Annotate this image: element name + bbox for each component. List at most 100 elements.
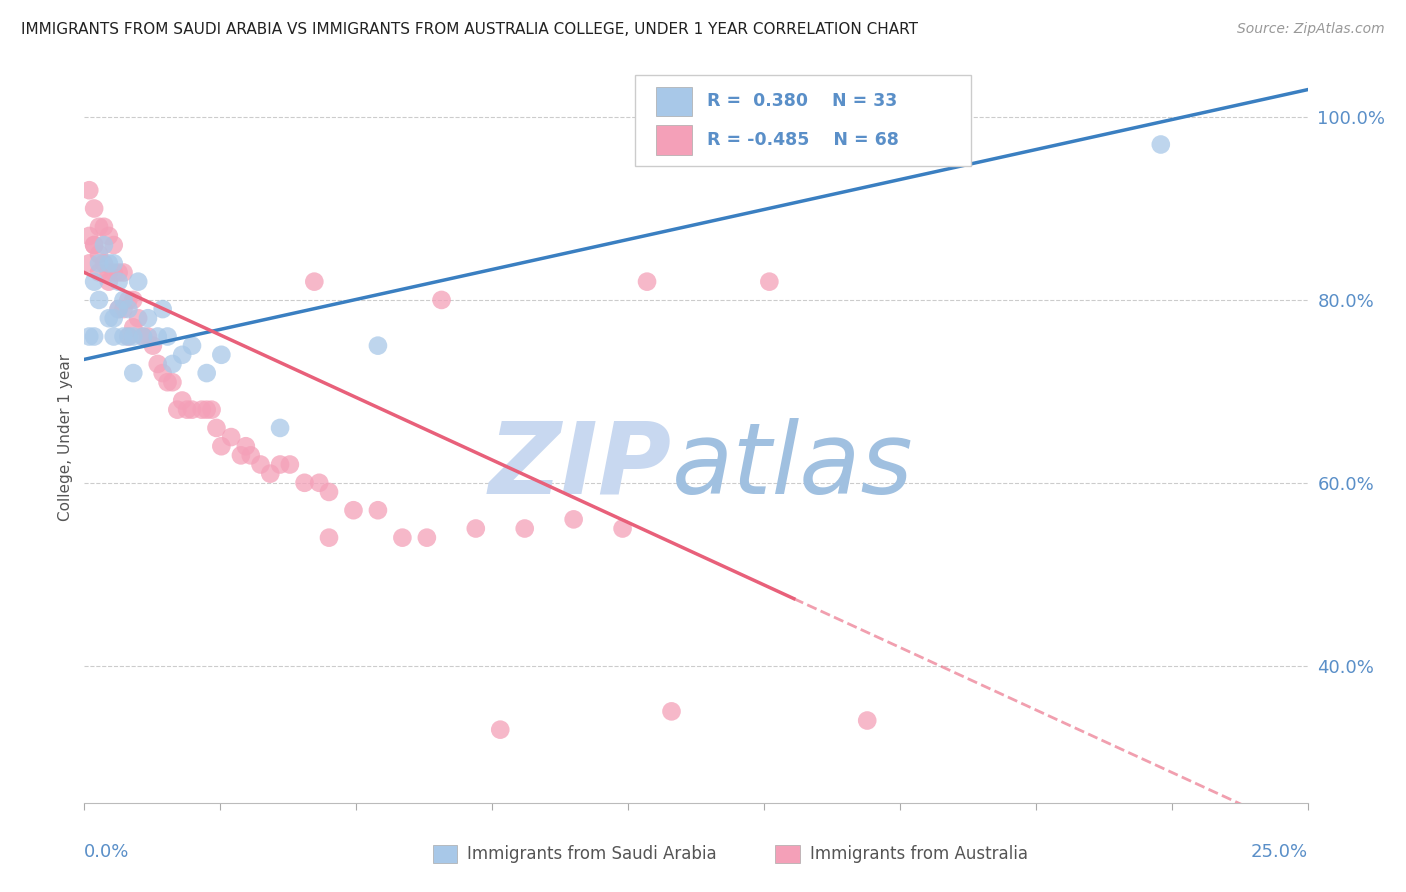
Point <box>77 228 100 243</box>
Point <box>117 329 139 343</box>
Text: IMMIGRANTS FROM SAUDI ARABIA VS IMMIGRANTS FROM AUSTRALIA COLLEGE, UNDER 1 YEAR : IMMIGRANTS FROM SAUDI ARABIA VS IMMIGRAN… <box>21 22 918 37</box>
Point <box>83 329 105 343</box>
Point <box>87 266 110 280</box>
Point <box>200 402 222 417</box>
Point <box>278 458 301 472</box>
Point <box>152 301 174 317</box>
Point <box>156 376 179 390</box>
Point <box>229 449 252 463</box>
Point <box>87 219 110 234</box>
Point <box>112 329 135 343</box>
Point <box>219 430 242 444</box>
Point <box>513 521 536 535</box>
Y-axis label: College, Under 1 year: College, Under 1 year <box>58 353 73 521</box>
Point <box>117 329 139 343</box>
Point <box>97 311 120 326</box>
Point <box>195 366 218 380</box>
Text: ZIP: ZIP <box>488 417 672 515</box>
Text: R = -0.485    N = 68: R = -0.485 N = 68 <box>707 131 898 149</box>
Point <box>107 301 129 317</box>
Point <box>464 521 486 535</box>
Point <box>367 503 389 517</box>
Point <box>1150 137 1173 152</box>
Point <box>97 228 120 243</box>
Point <box>181 402 204 417</box>
Point <box>107 266 129 280</box>
FancyBboxPatch shape <box>655 126 692 154</box>
Point <box>132 329 155 343</box>
Point <box>83 202 105 216</box>
Point <box>308 475 330 490</box>
Point <box>856 714 879 728</box>
Point <box>162 357 184 371</box>
Point <box>127 275 149 289</box>
Point <box>146 357 169 371</box>
Point <box>166 402 188 417</box>
Point <box>93 256 115 270</box>
Point <box>195 402 218 417</box>
Point <box>146 329 169 343</box>
Point <box>249 458 271 472</box>
Point <box>142 339 165 353</box>
Point <box>235 439 257 453</box>
Text: 25.0%: 25.0% <box>1250 843 1308 861</box>
Point <box>77 329 100 343</box>
Point <box>103 311 125 326</box>
Point <box>103 256 125 270</box>
Point <box>93 219 115 234</box>
Point <box>636 275 658 289</box>
Point <box>318 485 340 500</box>
Point <box>562 512 585 526</box>
Point <box>304 275 326 289</box>
Point <box>152 366 174 380</box>
Point <box>93 238 115 252</box>
Text: Immigrants from Australia: Immigrants from Australia <box>810 845 1028 863</box>
Point <box>209 348 232 362</box>
Point <box>172 348 194 362</box>
Point <box>269 458 291 472</box>
FancyBboxPatch shape <box>655 87 692 116</box>
Point <box>87 293 110 307</box>
Point <box>122 293 145 307</box>
Point <box>112 301 135 317</box>
Point <box>136 311 159 326</box>
Point <box>112 266 135 280</box>
Text: 0.0%: 0.0% <box>84 843 129 861</box>
Point <box>107 275 129 289</box>
Point <box>107 301 129 317</box>
Point <box>294 475 316 490</box>
Point <box>416 531 439 545</box>
Point <box>342 503 364 517</box>
FancyBboxPatch shape <box>776 845 800 863</box>
Point <box>103 238 125 252</box>
Point <box>87 256 110 270</box>
Point <box>191 402 214 417</box>
Point <box>612 521 634 535</box>
Point <box>97 266 120 280</box>
Point <box>181 339 204 353</box>
Point <box>122 329 145 343</box>
Point <box>103 329 125 343</box>
Point <box>176 402 198 417</box>
Point <box>77 256 100 270</box>
Point <box>117 301 139 317</box>
Point <box>239 449 262 463</box>
Point <box>127 311 149 326</box>
Point <box>758 275 780 289</box>
Point <box>205 421 228 435</box>
Point <box>112 293 135 307</box>
Point <box>489 723 512 737</box>
Point <box>367 339 389 353</box>
FancyBboxPatch shape <box>433 845 457 863</box>
Point <box>162 376 184 390</box>
Point <box>318 531 340 545</box>
Point <box>269 421 291 435</box>
Point <box>430 293 453 307</box>
Point <box>259 467 281 481</box>
Text: atlas: atlas <box>672 417 912 515</box>
Point <box>77 183 100 197</box>
Point <box>87 247 110 261</box>
Text: Immigrants from Saudi Arabia: Immigrants from Saudi Arabia <box>467 845 717 863</box>
Point <box>172 393 194 408</box>
Point <box>661 705 683 719</box>
